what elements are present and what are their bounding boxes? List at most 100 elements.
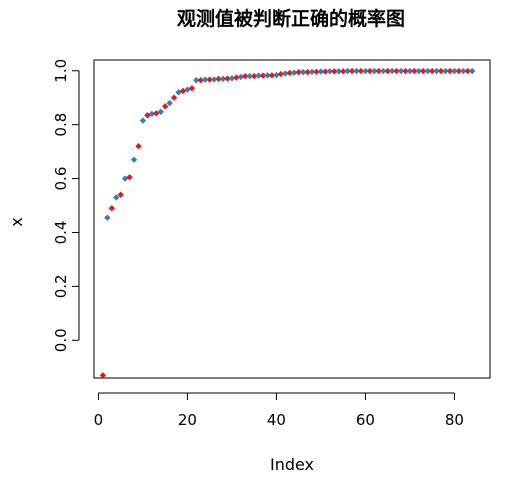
data-point: [295, 68, 302, 76]
x-tick-label: 80: [445, 411, 464, 429]
chart-title: 观测值被判断正确的概率图: [177, 7, 405, 30]
data-point: [113, 194, 120, 201]
data-point: [437, 67, 445, 75]
data-point: [126, 174, 133, 181]
y-tick-label: 0.0: [52, 328, 70, 352]
data-point: [286, 69, 293, 77]
data-points: [99, 67, 476, 379]
data-point: [121, 175, 129, 182]
data-point: [415, 67, 423, 75]
data-point: [277, 70, 285, 78]
data-point: [424, 67, 431, 75]
data-point: [433, 67, 440, 75]
data-point: [268, 72, 276, 79]
data-point: [451, 67, 458, 75]
data-point: [344, 67, 351, 75]
data-point: [148, 110, 156, 118]
data-point: [206, 76, 213, 83]
data-point: [442, 67, 449, 75]
data-point: [406, 67, 414, 75]
data-point: [420, 67, 427, 75]
data-point: [455, 67, 463, 75]
data-point: [304, 68, 311, 76]
data-point: [233, 74, 240, 81]
data-point: [357, 67, 365, 75]
y-tick-label: 0.2: [52, 274, 70, 298]
y-tick-label: 0.4: [52, 221, 70, 245]
data-point: [117, 191, 124, 198]
data-point: [317, 68, 325, 75]
data-point: [331, 68, 338, 75]
data-point: [326, 68, 334, 75]
data-point: [339, 68, 347, 75]
data-point: [224, 75, 231, 82]
data-point: [460, 67, 467, 75]
data-point: [193, 77, 200, 84]
data-point: [273, 71, 280, 79]
data-point: [366, 67, 374, 75]
data-point: [469, 67, 476, 75]
x-tick-label: 20: [178, 411, 197, 429]
data-point: [464, 67, 471, 75]
data-point: [313, 68, 320, 76]
data-point: [259, 72, 267, 79]
x-tick-label: 40: [267, 411, 286, 429]
data-point: [228, 75, 236, 82]
x-axis: 0 20 40 60 80: [94, 392, 464, 429]
y-axis-title: x: [7, 217, 26, 226]
data-point: [166, 99, 173, 107]
data-point: [161, 103, 169, 110]
data-point: [184, 86, 191, 93]
data-point: [291, 69, 298, 76]
x-tick-label: 0: [94, 411, 104, 429]
data-point: [348, 67, 356, 75]
plot-box: [93, 59, 491, 379]
data-point: [353, 67, 360, 75]
x-tick-label: 60: [356, 411, 375, 429]
data-point: [99, 372, 107, 379]
data-point: [371, 67, 378, 75]
data-point: [250, 72, 258, 80]
data-point: [393, 67, 400, 75]
data-point: [428, 67, 436, 75]
data-point: [237, 73, 245, 81]
data-point: [362, 67, 369, 75]
data-point: [282, 70, 289, 77]
data-point: [170, 94, 178, 101]
y-tick-label: 0.6: [52, 167, 70, 191]
data-point: [139, 117, 147, 124]
y-tick-label: 0.8: [52, 113, 70, 137]
data-point: [130, 156, 138, 163]
data-point: [108, 205, 115, 212]
data-point: [219, 75, 227, 83]
data-point: [242, 72, 249, 80]
data-point: [384, 67, 391, 75]
data-point: [210, 76, 218, 83]
data-point: [215, 75, 222, 83]
data-point: [411, 67, 418, 75]
data-point: [197, 77, 204, 84]
data-point: [375, 67, 382, 75]
data-point: [388, 67, 396, 75]
data-point: [397, 67, 405, 75]
data-point: [104, 214, 111, 221]
data-point: [157, 108, 164, 115]
data-point: [308, 68, 316, 76]
y-tick-label: 1.0: [52, 59, 70, 83]
data-point: [202, 76, 209, 83]
data-point: [446, 67, 454, 75]
data-point: [246, 72, 253, 80]
data-point: [380, 67, 387, 75]
x-axis-title: Index: [270, 455, 314, 474]
data-point: [402, 67, 409, 75]
y-axis: 0.0 0.2 0.4 0.6 0.8 1.0: [52, 59, 80, 352]
data-point: [322, 68, 329, 75]
data-point: [264, 72, 271, 79]
data-point: [135, 143, 142, 150]
data-point: [335, 68, 342, 75]
data-point: [188, 85, 196, 92]
data-point: [299, 68, 307, 76]
data-point: [255, 72, 262, 79]
